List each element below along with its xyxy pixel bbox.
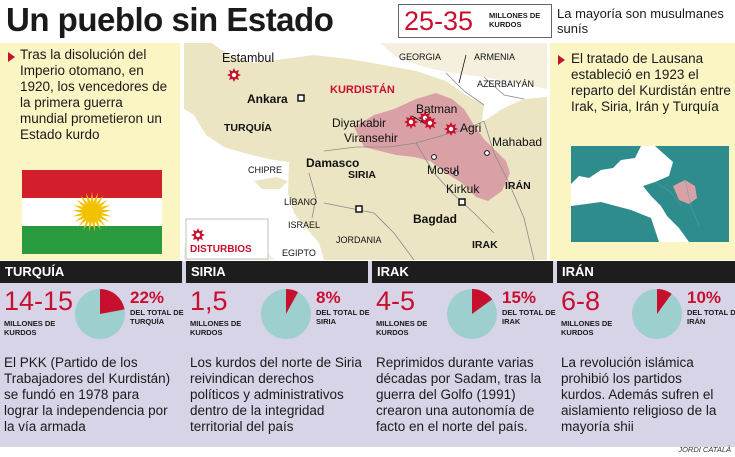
map-label-mosul: Mosul [427, 163, 459, 177]
inset-kurdistan [673, 180, 697, 204]
unrest-burst-icon [191, 228, 205, 242]
map-label-georgia: GEORGIA [399, 52, 441, 62]
bullet-triangle-icon [8, 52, 15, 62]
section-pct-label: DEL TOTAL DE IRÁN [687, 308, 735, 326]
map-label-damasco: Damasco [306, 156, 359, 170]
mosul-city-icon [431, 154, 437, 160]
religion-note: La mayoría son musulmanes sunís [557, 6, 724, 36]
inset-africa [571, 202, 659, 242]
inset-europe [571, 146, 641, 184]
country-stats-area [0, 261, 735, 447]
kirkuk-city-icon [453, 170, 459, 176]
section-kurds-number: 14-15 [4, 286, 74, 316]
map-label-libano: LÍBANO [284, 197, 317, 207]
section-header-1: SIRIA [186, 261, 368, 283]
section-header-0: TURQUÍA [0, 261, 182, 283]
share-pie-chart [632, 289, 682, 339]
section-kurds-number: 1,5 [190, 286, 228, 316]
section-kurds-unit: MILLONES DE KURDOS [4, 319, 56, 337]
map-label-mahabad: Mahabad [492, 135, 542, 149]
section-kurds-unit: MILLONES DE KURDOS [190, 319, 242, 337]
share-pie-chart [261, 289, 311, 339]
kurdistan-map: Estambul Ankara Damasco Bagdad Batman Di… [184, 43, 547, 260]
mahabad-city-icon [484, 150, 490, 156]
author-credit: JORDI CATALÀ [678, 445, 731, 454]
kurd-total-unit: MILLONES DE KURDOS [489, 11, 541, 29]
share-pie-chart [447, 289, 497, 339]
map-label-viransehir: Viransehir [344, 131, 398, 145]
map-label-kirkuk: Kirkuk [446, 182, 480, 196]
unrest-burst-icon [444, 122, 458, 136]
kurdish-flag-icon [22, 170, 162, 254]
unrest-burst-icon [227, 68, 241, 82]
cyprus-land [254, 177, 288, 189]
section-header-3: IRÁN [557, 261, 735, 283]
map-label-chipre: CHIPRE [248, 165, 282, 175]
section-text: La revolución islámica prohibió los part… [561, 355, 717, 434]
section-text: Los kurdos del norte de Siria reivindica… [190, 355, 362, 434]
ankara-city-icon [297, 94, 305, 102]
page-title: Un pueblo sin Estado [6, 1, 334, 38]
section-header-2: IRAK [372, 261, 553, 283]
map-label-armenia: ARMENIA [474, 52, 515, 62]
kurd-total-box [398, 4, 552, 38]
share-pie-chart [75, 289, 125, 339]
pie-kurds-slice [100, 289, 125, 314]
map-label-kurdistan: KURDISTÁN [330, 83, 395, 96]
section-pct: 10% [687, 288, 722, 307]
section-text: El PKK (Partido de los Trabajadores del … [4, 355, 171, 434]
unrest-burst-icon [404, 115, 418, 129]
map-label-irak: IRAK [472, 239, 498, 251]
map-label-bagdad: Bagdad [413, 212, 457, 226]
map-label-iran: IRÁN [505, 179, 531, 192]
map-label-egipto: EGIPTO [282, 248, 316, 258]
map-label-batman: Batman [416, 102, 457, 116]
map-label-agri: Agri [460, 121, 481, 135]
map-label-diyarkabir: Diyarkabir [332, 116, 386, 130]
unrest-burst-icon [423, 116, 437, 130]
section-pct: 15% [502, 288, 537, 307]
inset-map [571, 146, 729, 242]
treaty-blurb: El tratado de Lausana estableció en 1923… [571, 51, 731, 114]
kurdistan-region [354, 93, 510, 201]
section-kurds-number: 4-5 [376, 286, 416, 316]
pie-kurds-slice [657, 289, 672, 314]
section-kurds-unit: MILLONES DE KURDOS [376, 319, 428, 337]
map-label-estambul: Estambul [222, 51, 274, 65]
pie-kurds-slice [286, 289, 299, 314]
map-label-turquia: TURQUÍA [224, 121, 272, 134]
kurd-total-number: 25-35 [404, 6, 474, 36]
bagdad-city-icon [458, 198, 466, 206]
pie-kurds-slice [472, 289, 493, 314]
section-pct-label: DEL TOTAL DE SIRIA [316, 308, 370, 326]
map-label-siria: SIRIA [348, 169, 376, 181]
section-text: Reprimidos durante varias décadas por Sa… [376, 355, 542, 434]
right-panel: El tratado de Lausana estableció en 1923… [550, 43, 735, 260]
map-label-jordania: JORDANIA [336, 235, 382, 245]
bullet-triangle-icon [558, 55, 565, 65]
map-legend-label: DISTURBIOS [190, 244, 252, 255]
section-pct-label: DEL TOTAL DE TURQUÍA [130, 308, 184, 326]
section-pct: 22% [130, 288, 165, 307]
map-label-ankara: Ankara [247, 92, 288, 106]
section-kurds-number: 6-8 [561, 286, 601, 316]
map-label-azerbaiyan: AZERBAIYÁN [477, 79, 534, 89]
history-blurb: Tras la disolución del Imperio otomano, … [20, 47, 168, 142]
map-legend-box [185, 218, 269, 260]
section-pct: 8% [316, 288, 341, 307]
section-pct-label: DEL TOTAL DE IRAK [502, 308, 556, 326]
section-kurds-unit: MILLONES DE KURDOS [561, 319, 613, 337]
damasco-city-icon [355, 205, 363, 213]
map-label-israel: ISRAEL [288, 220, 320, 230]
